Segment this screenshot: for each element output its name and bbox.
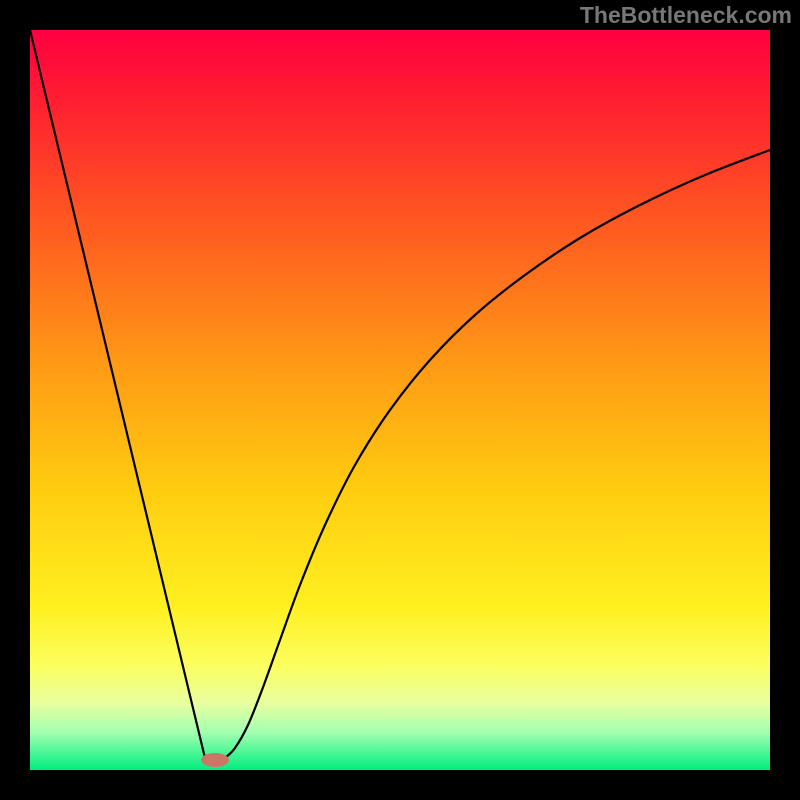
vertex-marker	[201, 753, 229, 767]
chart-frame: TheBottleneck.com	[0, 0, 800, 800]
watermark-text: TheBottleneck.com	[580, 2, 792, 29]
plot-area	[30, 30, 770, 770]
chart-svg	[30, 30, 770, 770]
gradient-background	[30, 30, 770, 770]
